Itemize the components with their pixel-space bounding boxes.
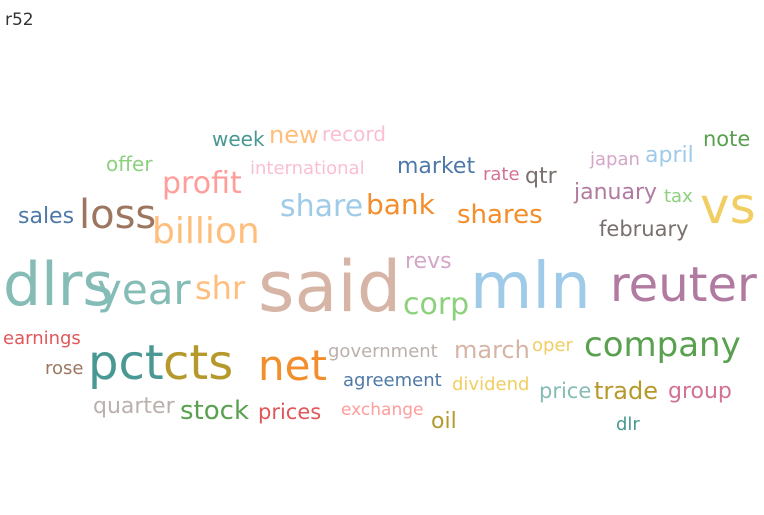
word-record: record xyxy=(322,122,386,147)
word-mln: mln xyxy=(470,250,591,325)
word-dlrs: dlrs xyxy=(3,250,114,321)
word-agreement: agreement xyxy=(343,369,442,391)
word-rate: rate xyxy=(483,163,520,185)
word-shr: shr xyxy=(195,269,246,308)
word-profit: profit xyxy=(162,165,242,201)
word-january: january xyxy=(574,179,658,205)
word-april: april xyxy=(645,142,694,168)
word-market: market xyxy=(397,153,476,179)
word-sales: sales xyxy=(18,203,75,229)
word-pct: pct xyxy=(88,334,164,391)
word-japan: japan xyxy=(590,148,640,170)
word-net: net xyxy=(258,341,327,391)
word-year: year xyxy=(97,265,191,315)
word-dividend: dividend xyxy=(452,373,530,395)
word-shares: shares xyxy=(457,199,543,230)
word-stock: stock xyxy=(180,395,249,426)
word-quarter: quarter xyxy=(93,393,175,419)
word-vs: vs xyxy=(700,177,756,235)
word-tax: tax xyxy=(664,185,693,207)
word-new: new xyxy=(269,121,319,150)
word-february: february xyxy=(599,216,689,241)
word-offer: offer xyxy=(106,152,153,177)
word-price: price xyxy=(539,378,592,403)
word-reuter: reuter xyxy=(610,256,757,313)
word-cts: cts xyxy=(163,334,234,391)
word-company: company xyxy=(584,325,741,366)
word-share: share xyxy=(280,188,364,224)
word-earnings: earnings xyxy=(3,327,81,349)
word-group: group xyxy=(668,378,732,404)
word-week: week xyxy=(212,127,265,152)
word-note: note xyxy=(703,126,751,151)
word-oper: oper xyxy=(532,334,573,356)
word-billion: billion xyxy=(152,210,260,252)
word-oil: oil xyxy=(431,408,457,434)
word-corp: corp xyxy=(403,286,470,322)
word-qtr: qtr xyxy=(525,163,557,189)
word-exchange: exchange xyxy=(341,399,424,420)
word-prices: prices xyxy=(258,399,322,424)
word-trade: trade xyxy=(594,377,658,406)
word-revs: revs xyxy=(405,248,452,274)
word-international: international xyxy=(250,157,365,179)
word-loss: loss xyxy=(79,191,157,238)
word-bank: bank xyxy=(366,188,435,222)
word-march: march xyxy=(454,336,530,365)
word-dlr: dlr xyxy=(616,413,640,435)
word-rose: rose xyxy=(45,357,84,379)
word-government: government xyxy=(328,340,438,362)
word-said: said xyxy=(258,246,402,329)
chart-title: r52 xyxy=(5,10,34,30)
